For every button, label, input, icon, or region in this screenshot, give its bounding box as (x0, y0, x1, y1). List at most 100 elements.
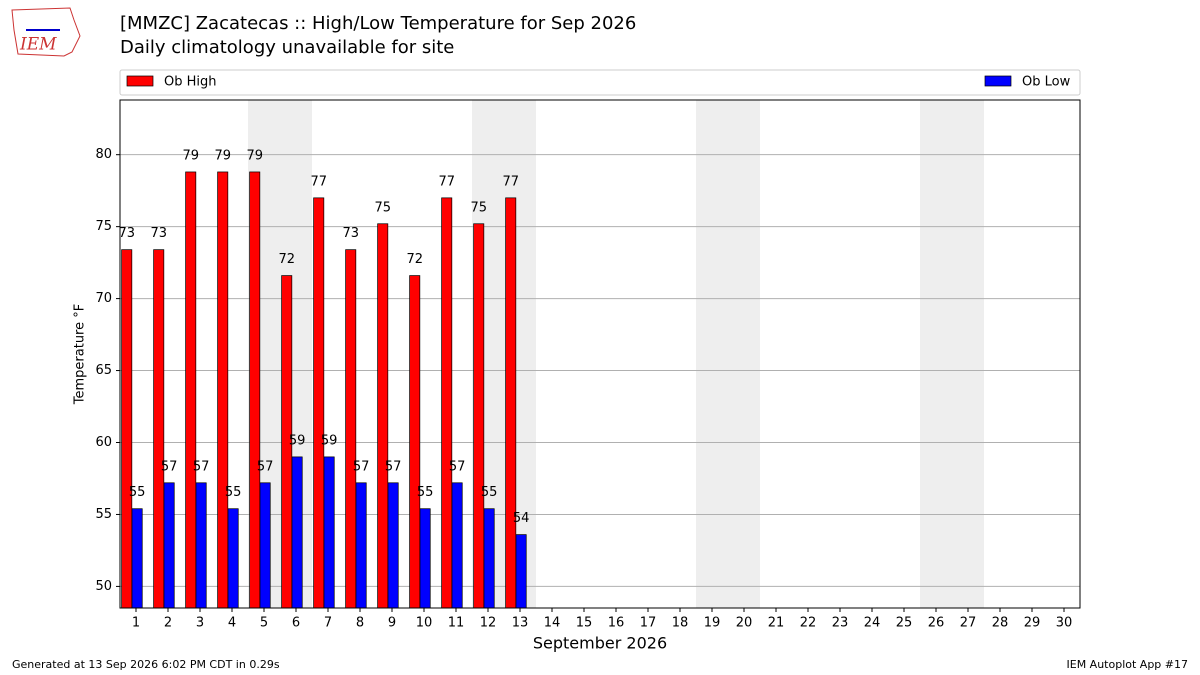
data-label: 73 (118, 226, 135, 241)
data-label: 77 (502, 174, 519, 189)
data-label: 73 (150, 226, 167, 241)
data-label: 55 (225, 485, 242, 500)
plot-frame (119, 99, 1081, 609)
bar (355, 482, 367, 609)
y-tick-label: 75 (95, 219, 112, 234)
x-tick-label: 3 (196, 616, 204, 631)
bar (313, 197, 325, 609)
data-label: 57 (193, 459, 210, 474)
x-tick-label: 15 (576, 616, 593, 631)
x-axis-label: September 2026 (533, 634, 667, 653)
x-tick-label: 24 (864, 616, 881, 631)
data-label: 55 (417, 485, 434, 500)
bar (249, 171, 261, 609)
bar (483, 508, 495, 609)
x-tick-label: 11 (448, 616, 465, 631)
bar (227, 508, 239, 609)
data-label: 57 (385, 459, 402, 474)
bar (131, 508, 143, 609)
x-tick-label: 19 (704, 616, 721, 631)
data-label: 57 (449, 459, 466, 474)
x-tick-label: 23 (832, 616, 849, 631)
data-label: 59 (321, 433, 338, 448)
legend-label: Ob Low (1022, 75, 1071, 90)
y-tick-label: 65 (95, 363, 112, 378)
data-label: 73 (342, 226, 359, 241)
x-tick-label: 13 (512, 616, 529, 631)
x-tick-label: 20 (736, 616, 753, 631)
bar (377, 223, 389, 609)
bar (441, 197, 453, 609)
x-tick-label: 7 (324, 616, 332, 631)
weekend-band (952, 100, 984, 608)
bar (473, 223, 485, 609)
weekend-band (728, 100, 760, 608)
logo: IEM (11, 7, 81, 57)
bar (419, 508, 431, 609)
data-label: 59 (289, 433, 306, 448)
x-tick-label: 17 (640, 616, 657, 631)
legend-swatch (984, 75, 1012, 87)
x-tick-label: 27 (960, 616, 977, 631)
x-tick-label: 6 (292, 616, 300, 631)
x-tick-label: 5 (260, 616, 268, 631)
x-tick-label: 4 (228, 616, 236, 631)
x-tick-label: 16 (608, 616, 625, 631)
bar (185, 171, 197, 609)
x-tick-label: 25 (896, 616, 913, 631)
data-label: 79 (214, 148, 231, 163)
data-label: 79 (246, 148, 263, 163)
x-tick-label: 28 (992, 616, 1009, 631)
data-label: 57 (161, 459, 178, 474)
legend-label: Ob High (164, 75, 217, 90)
chart-title: [MMZC] Zacatecas :: High/Low Temperature… (120, 13, 636, 34)
data-label: 75 (374, 200, 391, 215)
data-label: 75 (470, 200, 487, 215)
x-tick-label: 1 (132, 616, 140, 631)
bar (217, 171, 229, 609)
x-tick-label: 12 (480, 616, 497, 631)
y-axis-label: Temperature °F (73, 304, 88, 405)
y-tick-label: 55 (95, 507, 112, 522)
data-label: 55 (481, 485, 498, 500)
logo-text: IEM (19, 35, 57, 55)
x-tick-label: 30 (1056, 616, 1073, 631)
x-tick-label: 26 (928, 616, 945, 631)
chart-subtitle: Daily climatology unavailable for site (120, 37, 454, 58)
weekend-band (920, 100, 952, 608)
bar (515, 534, 527, 609)
bar (387, 482, 399, 609)
data-label: 77 (310, 174, 327, 189)
y-tick-label: 60 (95, 435, 112, 450)
bar (121, 249, 133, 609)
bar (195, 482, 207, 609)
data-label: 54 (513, 511, 530, 526)
bar (259, 482, 271, 609)
weekend-band (696, 100, 728, 608)
data-label: 57 (353, 459, 370, 474)
bar (153, 249, 165, 609)
bar (409, 275, 421, 609)
data-label: 72 (406, 252, 423, 267)
footer-right: IEM Autoplot App #17 (1067, 658, 1189, 671)
data-label: 79 (182, 148, 199, 163)
bar (505, 197, 517, 609)
data-label: 72 (278, 252, 295, 267)
legend-box (119, 69, 1081, 96)
bar (323, 456, 335, 609)
x-tick-label: 2 (164, 616, 172, 631)
bar (163, 482, 175, 609)
x-tick-label: 18 (672, 616, 689, 631)
bar (291, 456, 303, 609)
bar (345, 249, 357, 609)
data-label: 57 (257, 459, 274, 474)
x-tick-label: 10 (416, 616, 433, 631)
x-tick-label: 21 (768, 616, 785, 631)
x-tick-label: 14 (544, 616, 561, 631)
legend-swatch (126, 75, 154, 87)
data-label: 77 (438, 174, 455, 189)
footer-left: Generated at 13 Sep 2026 6:02 PM CDT in … (12, 658, 280, 671)
x-tick-label: 9 (388, 616, 396, 631)
x-tick-label: 29 (1024, 616, 1041, 631)
